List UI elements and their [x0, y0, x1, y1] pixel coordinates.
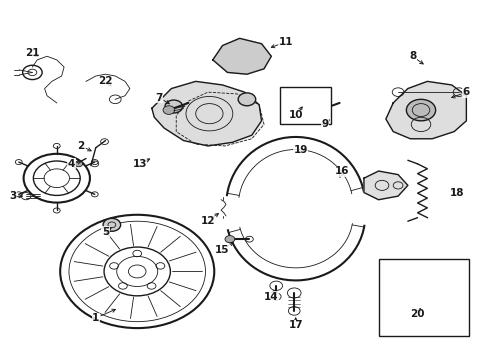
Text: 7: 7 — [155, 93, 163, 103]
Text: 13: 13 — [132, 159, 146, 169]
Circle shape — [224, 235, 234, 243]
Text: 16: 16 — [334, 166, 348, 176]
Text: 4: 4 — [67, 159, 75, 169]
Polygon shape — [385, 81, 466, 139]
Polygon shape — [212, 39, 271, 74]
Circle shape — [314, 106, 325, 114]
Circle shape — [406, 99, 435, 121]
FancyBboxPatch shape — [279, 87, 330, 125]
Text: 19: 19 — [293, 144, 307, 154]
Text: 22: 22 — [98, 76, 113, 86]
Text: 14: 14 — [264, 292, 278, 302]
Circle shape — [164, 100, 182, 113]
Circle shape — [103, 219, 121, 231]
Text: 2: 2 — [78, 141, 84, 151]
Text: 12: 12 — [200, 216, 215, 226]
Polygon shape — [176, 92, 264, 146]
Text: 11: 11 — [278, 37, 293, 47]
Text: 10: 10 — [288, 111, 303, 121]
Circle shape — [163, 106, 174, 114]
Text: 6: 6 — [462, 87, 469, 97]
FancyBboxPatch shape — [378, 259, 468, 336]
Text: 17: 17 — [288, 320, 303, 330]
Text: 9: 9 — [321, 120, 328, 129]
Text: 1: 1 — [92, 313, 99, 323]
Text: 20: 20 — [409, 310, 424, 319]
Text: 8: 8 — [408, 51, 415, 61]
Polygon shape — [152, 81, 261, 146]
Text: 5: 5 — [102, 227, 109, 237]
Circle shape — [75, 161, 82, 167]
Text: 3: 3 — [9, 191, 17, 201]
Text: 21: 21 — [25, 48, 40, 58]
Circle shape — [238, 93, 255, 106]
Polygon shape — [363, 171, 407, 200]
Text: 18: 18 — [448, 188, 463, 198]
Text: 15: 15 — [215, 245, 229, 255]
